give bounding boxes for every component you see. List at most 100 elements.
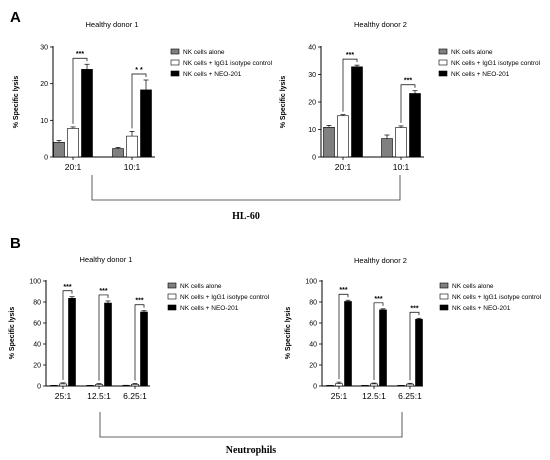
bar xyxy=(81,69,93,158)
significance-bracket xyxy=(400,84,416,123)
y-axis-label: % Specific lysis xyxy=(13,76,20,129)
bar xyxy=(379,309,387,387)
y-axis-label: % Specific lysis xyxy=(285,307,292,360)
y-tick-label: 60 xyxy=(33,321,41,328)
significance-bracket xyxy=(342,58,358,112)
significance-marker: *** xyxy=(374,296,382,303)
x-tick-label: 12.5:1 xyxy=(362,391,386,401)
chart-3: Healthy donor 1 % Specific lysis 0 20 40 60 80… xyxy=(9,255,270,401)
legend-swatch xyxy=(439,304,449,311)
bar xyxy=(126,135,138,158)
legend-swatch xyxy=(438,70,448,77)
legend-label: NK cells alone xyxy=(452,283,494,290)
significance-marker: *** xyxy=(339,287,347,294)
legend-label: NK cells alone xyxy=(451,49,493,56)
legend-swatch xyxy=(438,59,448,66)
charts: Healthy donor 1 % Specific lysis 0 10 20 30 **… xyxy=(9,20,542,401)
significance-marker: *** xyxy=(410,305,418,312)
x-tick-label: 20:1 xyxy=(65,162,82,172)
legend-label: NK cells alone xyxy=(180,283,222,290)
legend-label: NK cells + IgG1 isotype control xyxy=(183,60,273,67)
x-tick-label: 25:1 xyxy=(331,391,348,401)
chart-1: Healthy donor 1 % Specific lysis 0 10 20 30 **… xyxy=(13,20,273,172)
legend-swatch xyxy=(167,293,177,300)
legend-label: NK cells + NEO-201 xyxy=(451,71,510,78)
y-tick-label: 40 xyxy=(33,342,41,349)
legend-swatch xyxy=(439,293,449,300)
y-tick-label: 20 xyxy=(33,363,41,370)
y-tick-label: 20 xyxy=(308,100,316,107)
bar xyxy=(112,148,124,158)
chart-title: Healthy donor 2 xyxy=(354,256,407,265)
legend-label: NK cells alone xyxy=(183,49,225,56)
y-tick-label: 30 xyxy=(40,45,48,52)
y-tick-label: 60 xyxy=(309,321,317,328)
significance-marker: *** xyxy=(76,51,84,58)
significance-bracket xyxy=(131,73,147,129)
bar xyxy=(140,311,148,387)
y-tick-label: 0 xyxy=(44,155,48,162)
x-tick-label: 6.25:1 xyxy=(398,391,422,401)
y-tick-label: 80 xyxy=(309,300,317,307)
y-axis-label: % Specific lysis xyxy=(280,76,287,129)
legend-label: NK cells + NEO-201 xyxy=(183,71,242,78)
significance-bracket xyxy=(62,290,73,380)
significance-marker: *** xyxy=(135,298,143,305)
bar xyxy=(68,298,76,387)
bar xyxy=(67,128,79,158)
x-tick-label: 12.5:1 xyxy=(87,391,111,401)
significance-bracket xyxy=(134,304,145,381)
y-tick-label: 40 xyxy=(309,342,317,349)
bar xyxy=(406,383,414,387)
significance-bracket xyxy=(373,302,384,381)
y-tick-label: 80 xyxy=(33,300,41,307)
legend-label: NK cells + NEO-201 xyxy=(180,305,239,312)
y-tick-label: 30 xyxy=(308,72,316,79)
y-tick-label: 0 xyxy=(313,384,317,391)
legend-swatch xyxy=(167,304,177,311)
x-tick-label: 25:1 xyxy=(55,391,72,401)
bar xyxy=(337,115,349,158)
legend-swatch xyxy=(167,282,177,289)
chart-title: Healthy donor 2 xyxy=(354,20,407,29)
y-tick-label: 40 xyxy=(308,45,316,52)
y-tick-label: 100 xyxy=(29,279,41,286)
bar xyxy=(323,127,335,158)
bar xyxy=(53,142,65,158)
significance-marker: *** xyxy=(346,52,354,59)
x-tick-label: 10:1 xyxy=(124,162,141,172)
significance-bracket xyxy=(338,293,349,380)
bar xyxy=(59,383,67,387)
y-tick-label: 20 xyxy=(40,81,48,88)
significance-marker: *** xyxy=(99,288,107,295)
bar xyxy=(95,384,103,387)
significance-marker: *** xyxy=(404,78,412,85)
y-tick-label: 0 xyxy=(312,155,316,162)
bar xyxy=(370,383,378,387)
legend-label: NK cells + IgG1 isotype control xyxy=(452,294,542,301)
panel-letter-a: A xyxy=(10,9,21,26)
bar xyxy=(395,127,407,158)
y-tick-label: 20 xyxy=(309,363,317,370)
bar xyxy=(409,93,421,158)
legend-label: NK cells + NEO-201 xyxy=(452,305,511,312)
y-tick-label: 0 xyxy=(37,384,41,391)
bar xyxy=(351,66,363,158)
group-label-neutrophils: Neutrophils xyxy=(226,445,276,456)
chart-title: Healthy donor 1 xyxy=(80,255,133,264)
legend-swatch xyxy=(438,48,448,55)
y-axis-label: % Specific lysis xyxy=(9,307,16,360)
legend-swatch xyxy=(170,70,180,77)
chart-4: Healthy donor 2 % Specific lysis 0 20 40 60 80… xyxy=(285,256,542,401)
bar xyxy=(140,89,152,158)
x-tick-label: 10:1 xyxy=(393,162,410,172)
chart-title: Healthy donor 1 xyxy=(86,20,139,29)
group-label-hl60: HL-60 xyxy=(232,211,260,222)
x-tick-label: 20:1 xyxy=(335,162,352,172)
chart-2: Healthy donor 2 % Specific lysis 0 10 20 30 40… xyxy=(280,20,541,172)
legend-swatch xyxy=(170,59,180,66)
bar xyxy=(415,319,423,387)
legend-label: NK cells + IgG1 isotype control xyxy=(451,60,541,67)
panel-letter-b: B xyxy=(10,235,21,252)
